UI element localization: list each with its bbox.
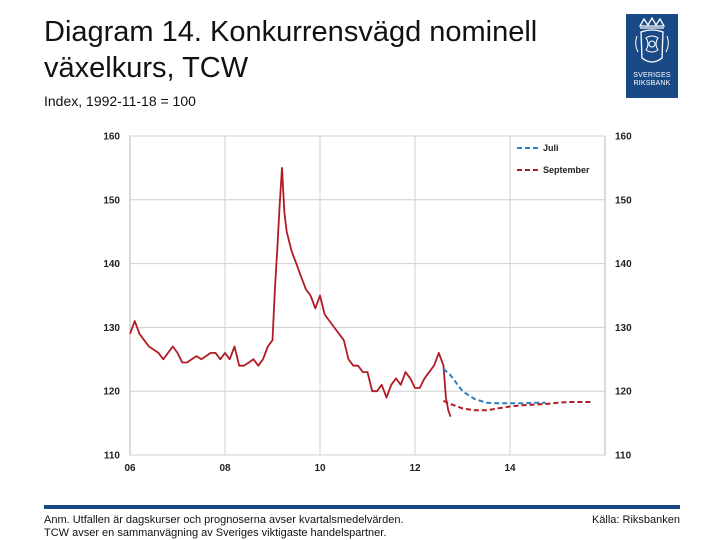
y-tick-label-right: 110 [615,451,632,462]
logo-text-sveriges: SVERIGES [633,72,671,79]
chart-subtitle: Index, 1992-11-18 = 100 [44,93,196,109]
riksbank-logo: SVERIGES RIKSBANK [626,14,678,98]
y-tick-label-right: 130 [615,323,632,334]
y-tick-label-left: 160 [103,132,120,143]
logo-text-riksbank: RIKSBANK [633,80,671,87]
x-tick-label: 06 [124,463,136,474]
x-tick-label: 12 [409,463,421,474]
legend: Juli September [517,143,590,175]
grid-layer [129,135,606,456]
y-tick-label-right: 140 [615,259,632,270]
y-tick-label-left: 150 [103,195,120,206]
y-tick-label-left: 110 [104,451,121,462]
series-line-september [443,399,594,412]
series-layer [129,166,594,418]
y-tick-label-right: 120 [615,387,632,398]
series-line-juli [442,368,546,405]
series-line-utfall [129,166,452,418]
axis-layer: 110 110 120 120 130 130 140 140 150 150 160 160 06 08… [103,132,632,475]
title-line-1: Diagram 14. Konkurrensvägd nominell [44,16,538,48]
title-line-2: växelkurs, TCW [44,52,249,84]
y-tick-label-left: 130 [103,323,120,334]
page-title: Diagram 14. Konkurrensvägd nominell växe… [44,14,624,86]
legend-label-juli: Juli [543,143,559,153]
legend-label-september: September [543,165,590,175]
footer-divider [44,505,680,509]
footnote-line-1: Anm. Utfallen är dagskurser och prognose… [44,514,404,526]
y-tick-label-right: 150 [615,195,632,206]
footnote-line-2: TCW avser en sammanvägning av Sveriges v… [44,527,387,539]
x-tick-label: 08 [219,463,231,474]
x-tick-label: 10 [314,463,326,474]
footnote: Anm. Utfallen är dagskurser och prognose… [44,514,404,540]
source-label: Källa: Riksbanken [591,514,680,526]
y-tick-label-right: 160 [615,132,632,143]
y-tick-label-left: 140 [103,259,120,270]
plot-frame [129,135,606,456]
x-tick-label: 14 [504,463,516,474]
y-tick-label-left: 120 [103,387,120,398]
crown-emblem-icon [635,16,669,63]
